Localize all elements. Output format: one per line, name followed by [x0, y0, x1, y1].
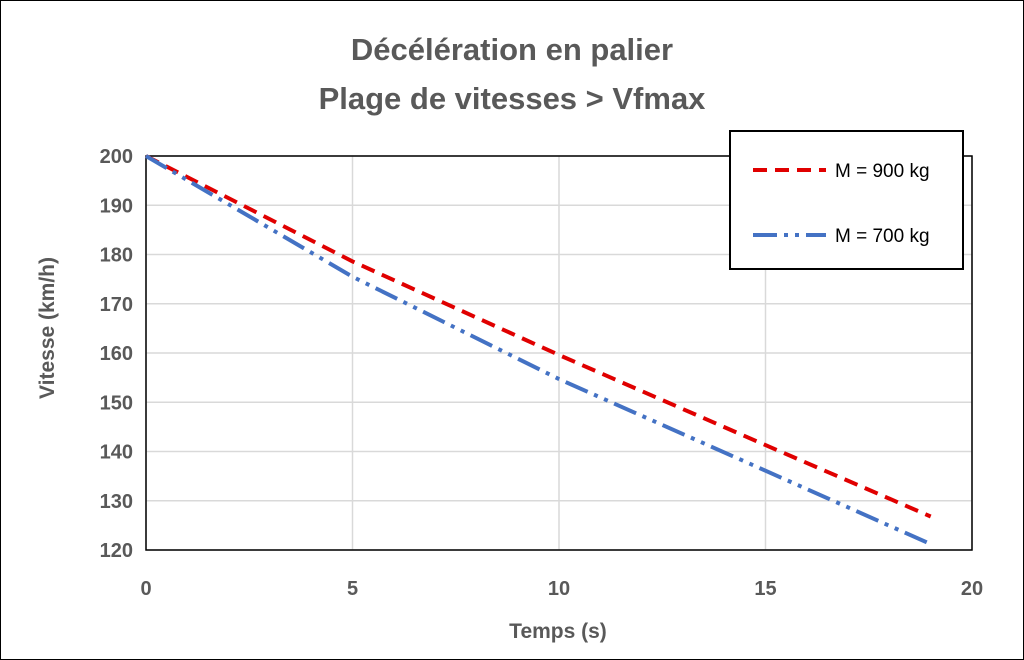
y-axis-title: Vitesse (km/h) — [36, 257, 59, 399]
y-tick-label: 170 — [100, 294, 133, 316]
x-tick-label: 5 — [347, 578, 358, 600]
chart-title-line-2: Plage de vitesses > Vfmax — [319, 81, 707, 116]
series-line-m700 — [144, 154, 932, 546]
x-tick-label: 10 — [548, 578, 570, 600]
series-layer — [144, 154, 932, 546]
x-tick-label: 20 — [961, 578, 983, 600]
y-tick-label: 120 — [100, 540, 133, 562]
tick-labels: 120 130 140 150 160 170 180 190 200 0 5 10 15 20 — [100, 146, 984, 600]
y-tick-label: 130 — [100, 491, 133, 513]
x-tick-label: 0 — [140, 578, 151, 600]
legend-label-m900: M = 900 kg — [835, 161, 930, 182]
legend-box — [729, 130, 964, 270]
y-tick-label: 200 — [100, 146, 133, 168]
series-line-m900 — [145, 154, 932, 519]
x-tick-label: 15 — [754, 578, 776, 600]
y-tick-label: 160 — [100, 343, 133, 365]
y-tick-label: 180 — [100, 245, 133, 267]
y-tick-label: 140 — [100, 442, 133, 464]
legend: M = 900 kg M = 700 kg — [729, 130, 964, 270]
legend-label-m700: M = 700 kg — [835, 226, 930, 247]
y-tick-label: 150 — [100, 392, 133, 414]
y-tick-label: 190 — [100, 195, 133, 217]
plot-area-border — [145, 155, 973, 551]
x-axis-title: Temps (s) — [509, 620, 607, 643]
chart-title-line-1: Décélération en palier — [351, 32, 673, 67]
